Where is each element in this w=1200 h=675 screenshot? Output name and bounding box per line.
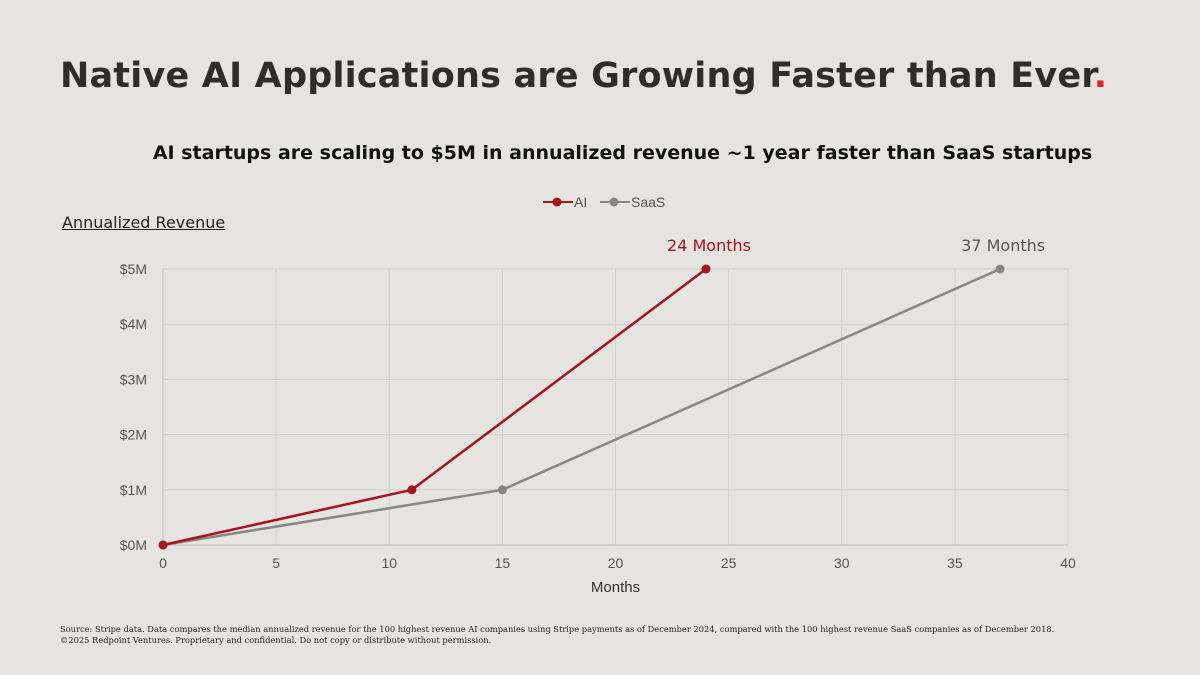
x-tick-label: 25 — [721, 555, 737, 571]
series-line-saas — [162, 267, 1001, 547]
slide-title: Native AI Applications are Growing Faste… — [60, 56, 1107, 96]
x-tick-label: 35 — [947, 555, 963, 571]
annotation-saas: 37 Months — [961, 236, 1045, 255]
y-tick-label: $5M — [120, 261, 147, 277]
legend-label-ai: AI — [574, 194, 587, 210]
footnote-source: Source: Stripe data. Data compares the m… — [60, 624, 1055, 634]
x-tick-label: 40 — [1060, 555, 1076, 571]
data-point-saas — [995, 264, 1005, 274]
footnote-copyright: ©2025 Redpoint Ventures. Proprietary and… — [60, 635, 492, 645]
x-axis-title: Months — [591, 579, 640, 596]
annotation-ai: 24 Months — [667, 236, 751, 255]
footnote: Source: Stripe data. Data compares the m… — [60, 624, 1054, 646]
y-tick-label: $4M — [120, 316, 147, 332]
x-tick-label: 20 — [608, 555, 624, 571]
legend-marker-saas — [609, 197, 619, 207]
chart-grid — [162, 268, 1069, 546]
y-tick-label: $2M — [120, 427, 147, 443]
legend-marker-ai — [552, 197, 562, 207]
x-tick-label: 5 — [272, 555, 280, 571]
legend-label-saas: SaaS — [631, 194, 665, 210]
chart-annotations: 24 Months 37 Months — [667, 236, 1045, 255]
x-tick-label: 30 — [834, 555, 850, 571]
y-tick-label: $1M — [120, 482, 147, 498]
y-axis-title: Annualized Revenue — [62, 213, 226, 232]
y-tick-label: $0M — [120, 537, 147, 553]
y-tick-label: $3M — [120, 371, 147, 387]
chart-legend: AI SaaS — [543, 194, 665, 210]
x-tick-label: 0 — [159, 555, 167, 571]
series-line-ai — [162, 268, 707, 547]
data-point-saas — [497, 485, 507, 495]
data-point-ai — [158, 540, 168, 550]
x-tick-label: 10 — [381, 555, 397, 571]
data-point-ai — [701, 264, 711, 274]
chart-title: AI startups are scaling to $5M in annual… — [152, 142, 1093, 164]
title-accent-dot: . — [1093, 56, 1108, 96]
x-tick-labels: 0 5 10 15 20 25 30 35 40 — [159, 555, 1076, 571]
data-point-ai — [407, 485, 417, 495]
chart-series — [158, 264, 1005, 550]
x-tick-label: 15 — [495, 555, 511, 571]
slide-title-text: Native AI Applications are Growing Faste… — [60, 56, 1094, 96]
y-tick-labels: $0M $1M $2M $3M $4M $5M — [120, 261, 147, 553]
